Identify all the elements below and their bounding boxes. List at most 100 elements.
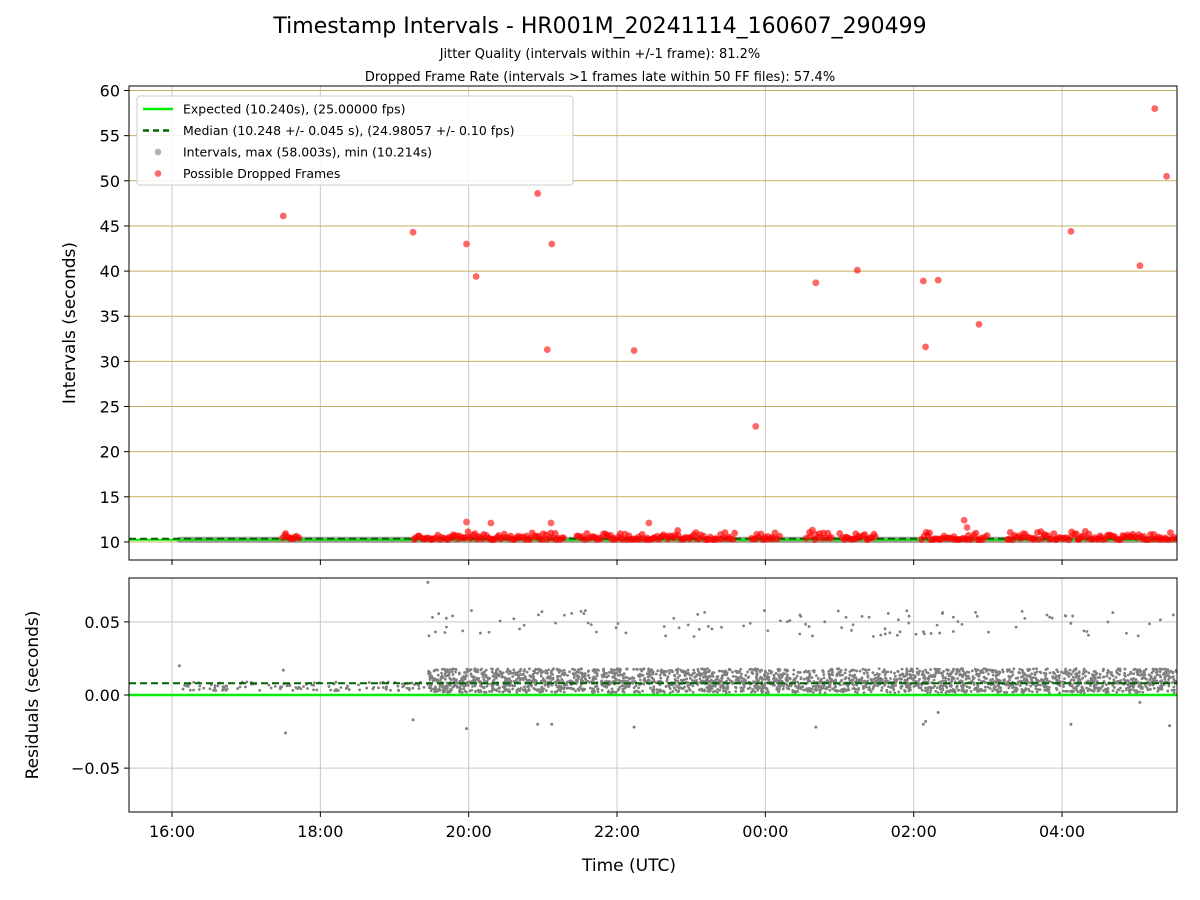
residual-point — [1172, 688, 1176, 692]
residual-point — [1043, 688, 1047, 692]
residual-point — [358, 688, 361, 692]
residual-point — [1074, 667, 1078, 671]
residual-point — [514, 672, 518, 676]
residual-point — [1048, 615, 1052, 619]
residual-point — [924, 686, 927, 690]
residual-point — [1104, 687, 1107, 691]
intervals-ylabel: Intervals (seconds) — [60, 242, 80, 404]
residual-point — [616, 622, 620, 625]
residual-point — [449, 678, 453, 682]
residual-point — [554, 690, 557, 694]
residual-point — [1111, 674, 1115, 678]
intervals-ytick-label: 40 — [100, 262, 120, 281]
residual-point — [724, 686, 727, 690]
residual-point — [675, 684, 679, 688]
residual-point — [1056, 670, 1060, 674]
residual-point — [995, 677, 999, 681]
residual-point — [1084, 669, 1088, 673]
residual-point — [625, 684, 629, 687]
residual-point — [1006, 669, 1009, 673]
dropped-frame-point — [674, 527, 682, 534]
residual-point — [898, 630, 902, 634]
residual-point — [941, 676, 945, 680]
residual-point — [823, 691, 827, 695]
residual-point — [462, 687, 466, 691]
residual-point — [917, 673, 920, 676]
residual-point — [1128, 685, 1132, 689]
residual-point — [758, 669, 762, 673]
residual-point — [1172, 685, 1176, 689]
residual-point — [1158, 687, 1162, 691]
time-xtick-label: 00:00 — [742, 822, 788, 841]
residual-point — [875, 679, 879, 683]
residual-point — [464, 690, 468, 694]
residual-point — [573, 673, 576, 677]
residual-point — [650, 689, 654, 693]
residual-point — [540, 685, 544, 689]
residual-point — [905, 685, 908, 689]
residual-point — [700, 667, 704, 671]
residual-point — [708, 684, 712, 688]
residual-point — [1034, 676, 1037, 680]
residual-point — [893, 691, 897, 695]
residual-point — [1035, 690, 1039, 694]
residual-point — [1014, 625, 1018, 629]
residual-point — [448, 683, 452, 687]
dropped-frame-point — [731, 529, 739, 537]
residual-point — [740, 679, 744, 683]
residual-point — [673, 677, 677, 681]
residual-point — [885, 688, 889, 692]
residual-point — [1097, 686, 1100, 690]
residual-point — [750, 670, 754, 674]
residual-point — [691, 690, 695, 694]
residual-point — [679, 668, 683, 672]
residual-point — [433, 668, 437, 672]
intervals-ytick-label: 25 — [100, 398, 120, 417]
residual-point — [659, 676, 663, 680]
residual-point — [1167, 684, 1171, 688]
residual-point — [1144, 667, 1148, 671]
residual-point — [614, 678, 618, 681]
residual-point — [649, 686, 652, 690]
residual-point — [838, 673, 842, 677]
residual-point — [267, 683, 271, 687]
residual-point — [462, 675, 466, 678]
residual-point — [1039, 683, 1043, 687]
residual-point — [855, 678, 859, 682]
residual-point — [441, 676, 445, 679]
residual-point — [787, 687, 791, 691]
residual-point — [965, 689, 969, 692]
residual-point — [980, 669, 984, 672]
residual-point — [818, 691, 822, 695]
residual-point — [916, 682, 920, 686]
residual-point — [882, 669, 886, 672]
residual-point — [1145, 686, 1149, 690]
residual-point — [934, 689, 938, 693]
residual-point — [544, 689, 548, 692]
residual-point — [608, 682, 612, 686]
residual-point — [951, 688, 955, 691]
residual-point — [889, 670, 893, 674]
residual-point — [839, 680, 843, 683]
residual-point — [1071, 675, 1075, 679]
residual-point — [501, 685, 505, 689]
residual-point — [908, 669, 912, 673]
residual-point — [781, 674, 785, 678]
residual-point — [888, 631, 892, 635]
residual-point — [825, 679, 829, 682]
residual-point — [614, 690, 618, 694]
residuals-series — [129, 580, 1177, 735]
residual-point — [944, 684, 948, 688]
residual-point — [1101, 684, 1104, 688]
residual-point — [685, 672, 689, 675]
residual-point — [1172, 677, 1176, 681]
residual-point — [968, 686, 971, 690]
residual-point — [440, 671, 443, 675]
residual-point — [982, 667, 986, 671]
residual-point — [613, 668, 617, 672]
dropped-frame-point — [409, 228, 417, 236]
residual-point — [458, 685, 462, 689]
residual-point — [897, 690, 901, 694]
time-xtick-label: 02:00 — [891, 822, 937, 841]
residual-point — [775, 677, 778, 681]
